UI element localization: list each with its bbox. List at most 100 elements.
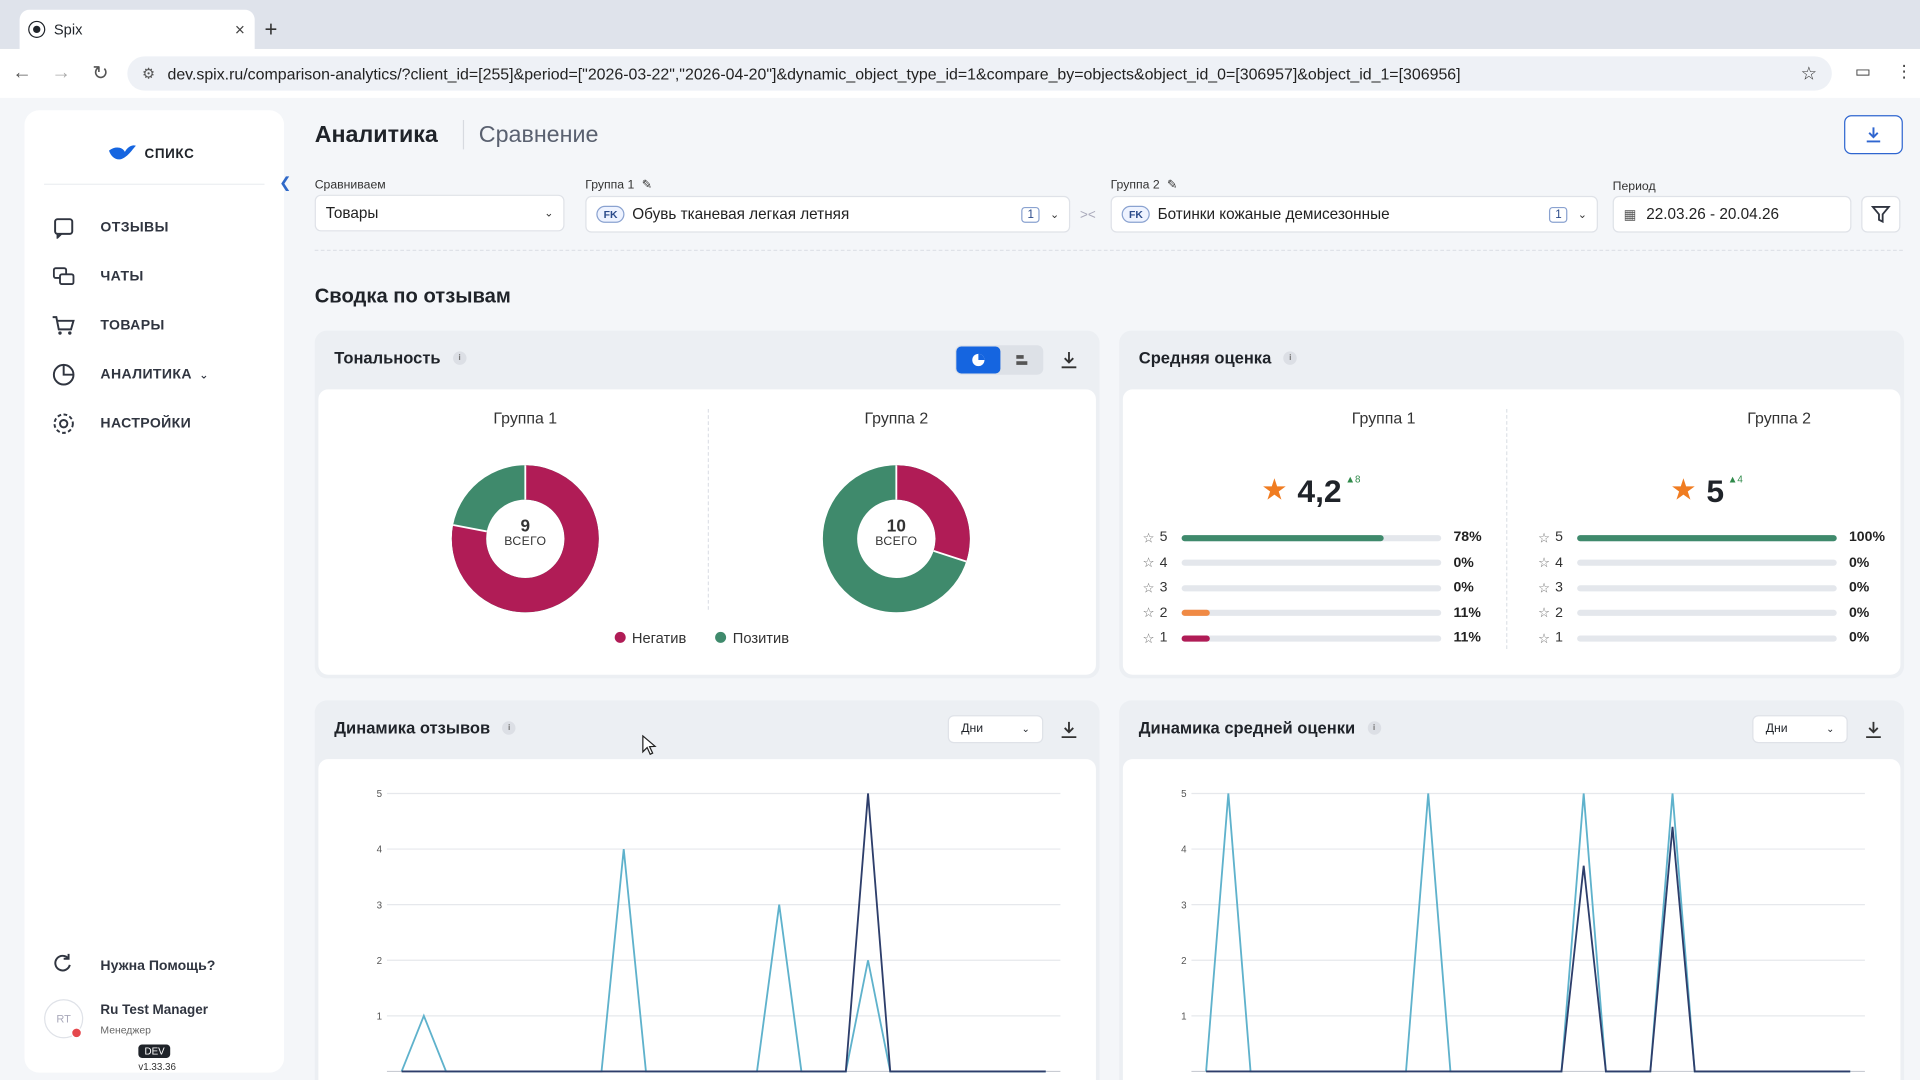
tone-card: Тональность i Группа 1 Группа 2 (314, 330, 1100, 679)
analytics-icon (51, 362, 75, 386)
collapse-sidebar-icon[interactable]: ❮ (279, 173, 292, 192)
marketplace-badge: FK (1121, 205, 1151, 223)
app-version: v1.33.36 (138, 1061, 176, 1073)
tone-divider (707, 408, 709, 610)
app-root: СПИКС ❮ ОТЗЫВЫ ЧАТЫ (0, 97, 1920, 1080)
reviews-dynamics-body: 1 2 3 4 5 (318, 759, 1096, 1080)
pie-view-button[interactable] (956, 346, 1001, 374)
edit-group1-icon[interactable]: ✎ (641, 178, 652, 193)
period-label: Период (1612, 180, 1656, 194)
rating-dynamics-title: Динамика средней оценки (1138, 718, 1356, 738)
download-icon[interactable] (1059, 350, 1079, 370)
download-icon[interactable] (1864, 720, 1884, 740)
rating-row: ☆ 1 11% (1142, 628, 1502, 648)
new-tab-button[interactable]: + (264, 17, 278, 42)
swap-groups-icon[interactable]: >< (1080, 208, 1096, 223)
reviews-granularity-select[interactable]: Дни ⌄ (947, 715, 1044, 744)
star-outline-icon: ☆ (1537, 581, 1551, 596)
sidebar-item-reviews[interactable]: ОТЗЫВЫ (24, 203, 284, 252)
screen-cast-icon[interactable]: ▭ (1854, 61, 1872, 81)
rating-bar-track (1181, 634, 1442, 642)
url-text: dev.spix.ru/comparison-analytics/?client… (167, 64, 1461, 83)
period-picker[interactable]: ▦ 22.03.26 - 20.04.26 (1612, 195, 1852, 233)
series-line-1[interactable] (1205, 793, 1851, 1073)
download-icon (1866, 127, 1881, 143)
rating-granularity-select[interactable]: Дни ⌄ (1752, 715, 1848, 744)
compare-select[interactable]: Товары ⌄ (314, 194, 565, 232)
rating-rank: 3 (1555, 580, 1563, 596)
user-profile[interactable]: RT Ru Test Manager Менеджер (44, 999, 208, 1039)
calendar-icon: ▦ (1623, 207, 1637, 223)
avg-rating-card: Средняя оценка i Группа 1 Группа 2 ★ 4,2… (1119, 330, 1905, 679)
sidebar-item-chats[interactable]: ЧАТЫ (24, 252, 284, 301)
rating-row: ☆ 1 0% (1538, 628, 1898, 648)
reviews-dynamics-title-row: Динамика отзывов i (334, 719, 516, 737)
bookmark-star-icon[interactable]: ☆ (1800, 63, 1818, 85)
chats-icon (51, 264, 75, 288)
legend-swatch-negative (614, 631, 626, 643)
browser-menu-icon[interactable]: ⋮ (1895, 61, 1913, 81)
tone-legend: Негатив Позитив (614, 629, 789, 647)
download-icon[interactable] (1059, 720, 1079, 740)
info-icon[interactable]: i (452, 351, 467, 365)
rating-percent: 0% (1848, 605, 1870, 621)
title-separator (462, 120, 465, 150)
rating-row: ☆ 5 78% (1142, 528, 1502, 548)
cart-icon (51, 313, 75, 337)
info-icon[interactable]: i (1367, 721, 1381, 735)
group1-count: 1 (1021, 206, 1041, 223)
rating-dynamics-body: 1 2 3 4 5 (1122, 759, 1901, 1080)
rating-bar-track (1577, 609, 1837, 616)
star-icon: ★ (1670, 473, 1697, 507)
series-line-2[interactable] (401, 793, 1046, 1073)
address-bar[interactable]: ⚙ dev.spix.ru/comparison-analytics/?clie… (127, 56, 1832, 91)
legend-negative[interactable]: Негатив (614, 629, 686, 647)
info-icon[interactable]: i (502, 721, 516, 735)
tab-close-icon[interactable]: × (234, 19, 245, 40)
donut-slice-separator (933, 550, 967, 563)
filter-button[interactable] (1861, 195, 1901, 233)
series-line-2[interactable] (1206, 826, 1851, 1073)
reload-icon[interactable]: ↻ (92, 63, 109, 85)
group1-value: Обувь тканевая легкая летняя (632, 205, 850, 223)
star-icon: ★ (1261, 473, 1288, 507)
donut1-center: 9 ВСЕГО (476, 516, 574, 549)
sidebar-item-analytics[interactable]: АНАЛИТИКА ⌄ (24, 350, 284, 399)
back-icon[interactable]: ← (12, 62, 32, 84)
rating-bar-fill (1577, 534, 1837, 541)
rating-bar-track (1577, 634, 1837, 642)
bar-view-button[interactable] (1002, 345, 1044, 374)
info-icon[interactable]: i (1283, 351, 1298, 365)
rating-row: ☆ 2 0% (1538, 603, 1898, 623)
browser-tab[interactable]: Spix × (19, 9, 255, 49)
help-refresh-icon (51, 953, 75, 979)
rating-percent: 0% (1848, 555, 1870, 570)
group1-select[interactable]: FK Обувь тканевая легкая летняя 1 ⌄ (585, 195, 1071, 233)
logo-text: СПИКС (144, 142, 195, 163)
legend-positive[interactable]: Позитив (715, 629, 789, 647)
avatar: RT (44, 999, 84, 1039)
chevron-down-icon: ⌄ (1577, 207, 1587, 220)
rating-bar-track (1181, 584, 1442, 591)
forward-icon[interactable]: → (51, 62, 72, 84)
tone-donut-group2 (822, 465, 970, 613)
sidebar-item-settings[interactable]: НАСТРОЙКИ (24, 399, 284, 448)
site-info-icon[interactable]: ⚙ (142, 64, 156, 83)
reviews-dynamics-chart: 1 2 3 4 5 (377, 789, 1061, 1073)
user-name: Ru Test Manager (100, 1002, 208, 1018)
rating-row: ☆ 3 0% (1538, 578, 1898, 598)
group2-select[interactable]: FK Ботинки кожаные демисезонные 1 ⌄ (1110, 195, 1598, 233)
rating-rank: 1 (1555, 630, 1563, 646)
logo[interactable]: СПИКС (108, 142, 195, 163)
export-button[interactable] (1844, 115, 1903, 155)
avg-group1-label: Группа 1 (1351, 408, 1416, 428)
filter-icon (1871, 206, 1891, 224)
edit-group2-icon[interactable]: ✎ (1166, 178, 1178, 193)
star-outline-icon: ☆ (1537, 555, 1551, 571)
sidebar-nav: ОТЗЫВЫ ЧАТЫ ТОВАРЫ (24, 203, 284, 448)
rating-percent: 0% (1848, 580, 1870, 596)
help-link[interactable]: Нужна Помощь? (51, 953, 215, 979)
sidebar-item-products[interactable]: ТОВАРЫ (24, 301, 284, 350)
avg-group1-delta: ▲8 (1345, 473, 1361, 485)
donut1-total: 9 (520, 515, 531, 536)
